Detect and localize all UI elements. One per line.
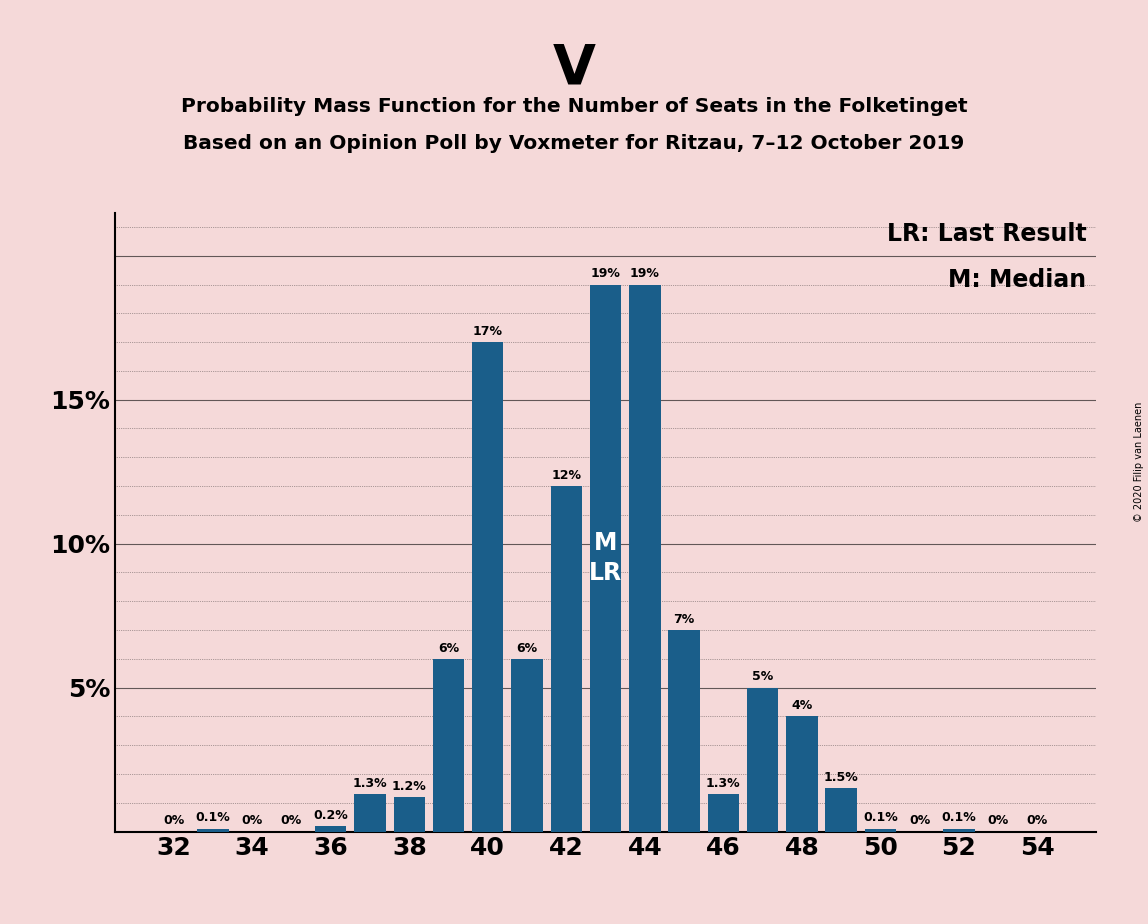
Text: © 2020 Filip van Laenen: © 2020 Filip van Laenen bbox=[1134, 402, 1143, 522]
Bar bbox=[747, 687, 778, 832]
Text: 0%: 0% bbox=[1026, 814, 1048, 827]
Text: 0%: 0% bbox=[281, 814, 302, 827]
Bar bbox=[668, 630, 700, 832]
Text: 1.3%: 1.3% bbox=[352, 777, 387, 790]
Bar bbox=[551, 486, 582, 832]
Text: 6%: 6% bbox=[517, 641, 537, 654]
Text: 12%: 12% bbox=[551, 468, 581, 481]
Text: Based on an Opinion Poll by Voxmeter for Ritzau, 7–12 October 2019: Based on an Opinion Poll by Voxmeter for… bbox=[184, 134, 964, 153]
Text: 1.5%: 1.5% bbox=[824, 772, 859, 784]
Bar bbox=[315, 826, 347, 832]
Text: 0%: 0% bbox=[241, 814, 263, 827]
Text: 4%: 4% bbox=[791, 699, 813, 712]
Bar bbox=[590, 285, 621, 832]
Text: 0%: 0% bbox=[163, 814, 185, 827]
Text: 17%: 17% bbox=[473, 324, 503, 338]
Bar bbox=[707, 794, 739, 832]
Text: 0.1%: 0.1% bbox=[941, 811, 976, 824]
Text: M
LR: M LR bbox=[589, 531, 622, 585]
Bar bbox=[433, 659, 464, 832]
Text: Probability Mass Function for the Number of Seats in the Folketinget: Probability Mass Function for the Number… bbox=[180, 97, 968, 116]
Text: 19%: 19% bbox=[590, 267, 621, 280]
Text: 0.1%: 0.1% bbox=[863, 811, 898, 824]
Text: 0.2%: 0.2% bbox=[313, 808, 348, 821]
Text: 5%: 5% bbox=[752, 670, 774, 684]
Text: LR: Last Result: LR: Last Result bbox=[886, 222, 1086, 246]
Text: 0.1%: 0.1% bbox=[195, 811, 231, 824]
Text: 0%: 0% bbox=[909, 814, 930, 827]
Text: 7%: 7% bbox=[674, 613, 695, 626]
Text: 19%: 19% bbox=[630, 267, 660, 280]
Bar bbox=[786, 716, 817, 832]
Bar bbox=[394, 797, 425, 832]
Bar bbox=[511, 659, 543, 832]
Text: 1.2%: 1.2% bbox=[391, 780, 427, 793]
Bar bbox=[864, 829, 897, 832]
Text: V: V bbox=[552, 42, 596, 95]
Text: 1.3%: 1.3% bbox=[706, 777, 740, 790]
Text: 0%: 0% bbox=[987, 814, 1009, 827]
Bar bbox=[944, 829, 975, 832]
Bar bbox=[629, 285, 660, 832]
Text: 6%: 6% bbox=[437, 641, 459, 654]
Text: M: Median: M: Median bbox=[948, 268, 1086, 292]
Bar bbox=[825, 788, 856, 832]
Bar bbox=[472, 342, 504, 832]
Bar bbox=[355, 794, 386, 832]
Bar bbox=[197, 829, 228, 832]
